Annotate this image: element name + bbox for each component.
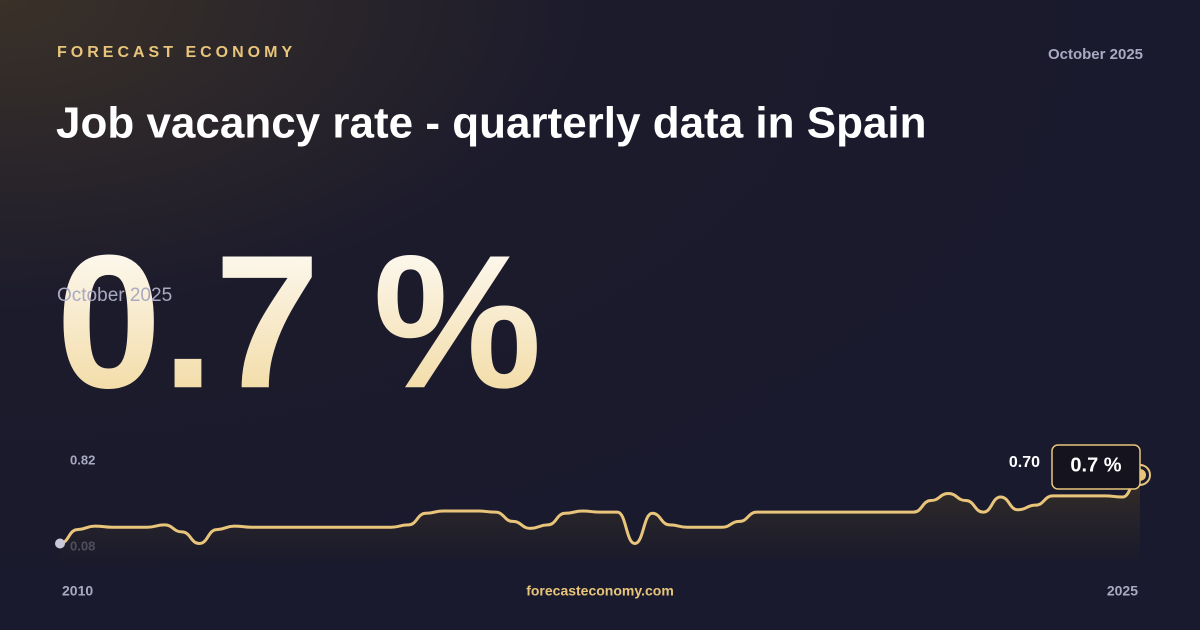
hero-value: 0.7 % <box>56 216 542 428</box>
chart: 0.820.08201020250.700.7 % <box>55 444 1151 599</box>
y-tick-label: 0.82 <box>70 452 95 467</box>
x-tick-label: 2010 <box>62 583 93 599</box>
date: October 2025 <box>1048 46 1143 63</box>
x-tick-label: 2025 <box>1107 583 1138 599</box>
value-label: 0.70 <box>1009 454 1040 471</box>
start-point <box>55 538 65 549</box>
hero-date: October 2025 <box>57 285 172 306</box>
title: Job vacancy rate - quarterly data in Spa… <box>56 99 927 148</box>
callout-label: 0.7 % <box>1070 454 1121 476</box>
footer-site: forecasteconomy.com <box>526 583 674 599</box>
line <box>59 473 1141 546</box>
brand: FORECAST ECONOMY <box>57 44 296 61</box>
callout-box <box>1051 444 1141 490</box>
area <box>60 474 1140 563</box>
